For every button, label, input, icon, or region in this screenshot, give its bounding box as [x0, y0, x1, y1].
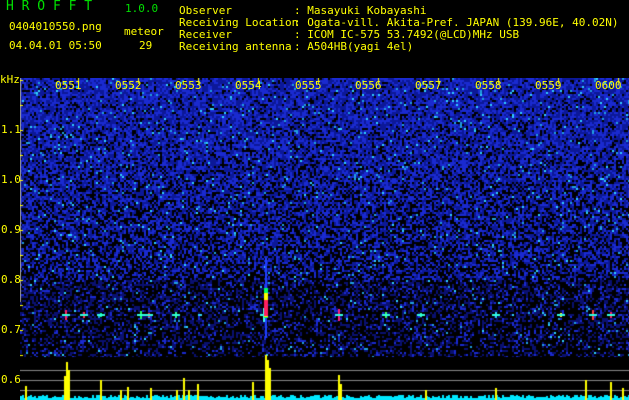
x-tick-label: 0559 — [535, 79, 562, 92]
x-tick-label: 0555 — [295, 79, 322, 92]
x-tick-label: 0556 — [355, 79, 382, 92]
y-axis-unit: kHz — [0, 73, 20, 86]
x-tick-label: 0553 — [175, 79, 202, 92]
info-label-location: Receiving Location — [179, 16, 299, 29]
info-value-location: : Ogata-vill. Akita-Pref. JAPAN (139.96E… — [294, 16, 619, 29]
y-tick-label: 0.7 — [1, 323, 21, 336]
info-value-observer: : Masayuki Kobayashi — [294, 4, 427, 17]
file-name: 0404010550.png — [9, 20, 102, 33]
x-tick-label: 0554 — [235, 79, 262, 92]
info-label-observer: Observer — [179, 4, 232, 17]
x-tick-label: 0551 — [55, 79, 82, 92]
app-title: H R O F F T — [6, 0, 93, 14]
app-version: 1.0.0 — [125, 2, 159, 15]
x-tick-label: 0557 — [415, 79, 442, 92]
x-tick-label: 0600 — [595, 79, 622, 92]
meteor-count: 29 — [139, 39, 153, 52]
info-label-receiver: Receiver — [179, 28, 232, 41]
file-datetime: 04.04.01 05:50 — [9, 39, 102, 52]
y-tick-label: 0.6 — [1, 373, 21, 386]
x-tick-label: 0552 — [115, 79, 142, 92]
y-tick-label: 1.0 — [1, 173, 21, 186]
info-label-antenna: Receiving antenna — [179, 40, 292, 53]
y-tick-label: 0.8 — [1, 273, 21, 286]
x-tick-label: 0558 — [475, 79, 502, 92]
y-tick-label: 0.9 — [1, 223, 21, 236]
info-value-receiver: : ICOM IC-575 53.7492(@LCD)MHz USB — [294, 28, 520, 41]
y-tick-label: 1.1 — [1, 123, 21, 136]
spectrogram — [20, 78, 629, 400]
info-value-antenna: : A504HB(yagi 4el) — [294, 40, 414, 53]
meteor-label: meteor — [124, 25, 164, 38]
